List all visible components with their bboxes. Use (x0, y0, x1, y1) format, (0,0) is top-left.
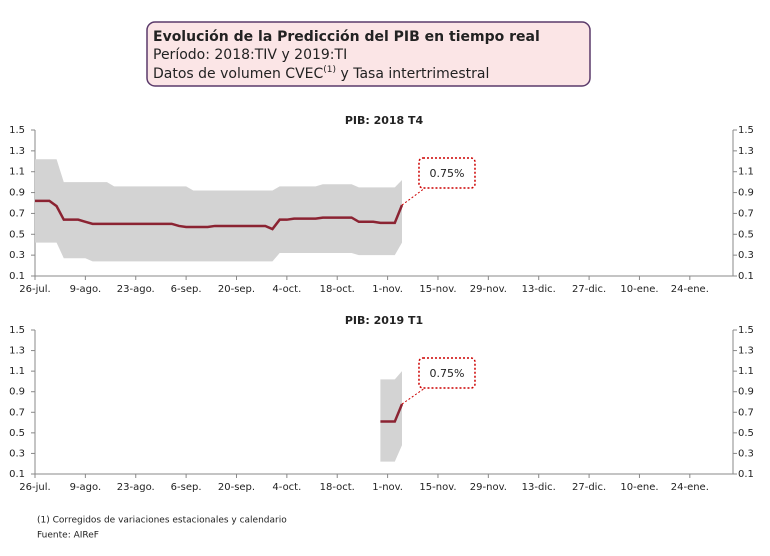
x-tick-label: 9-ago. (70, 482, 102, 493)
callout-box (418, 357, 476, 389)
y2-tick-label: 1.5 (738, 125, 754, 136)
x-tick-label: 6-sep. (171, 482, 202, 493)
line (380, 403, 404, 423)
x-tick-label: 4-oct. (272, 482, 301, 493)
footnote: (1) Corregidos de variaciones estacional… (37, 516, 287, 526)
y-tick-label: 0.3 (9, 448, 25, 459)
y2-tick-label: 1.3 (738, 146, 754, 157)
y2-tick-label: 0.1 (738, 469, 754, 480)
x-tick-label: 1-nov. (372, 284, 403, 295)
y-tick-label: 0.1 (9, 271, 25, 282)
header-volume: Datos de volumen CVEC(1) y Tasa intertri… (153, 65, 489, 83)
band (380, 371, 402, 462)
y-tick-label: 1.1 (9, 167, 25, 178)
x-tick-label: 10-ene. (620, 284, 658, 295)
y-tick-label: 1.3 (9, 346, 25, 357)
y2-tick-label: 1.1 (738, 366, 754, 377)
volume-text: Datos de volumen CVEC (153, 66, 323, 82)
y-tick-label: 1.3 (9, 146, 25, 157)
x-tick-label: 15-nov. (419, 482, 456, 493)
y2-tick-label: 0.1 (738, 271, 754, 282)
x-tick-label: 6-sep. (171, 284, 202, 295)
y-tick-label: 0.9 (9, 387, 25, 398)
y2-tick-label: 1.1 (738, 167, 754, 178)
source: Fuente: AIReF (37, 531, 99, 541)
chart-title: PIB: 2018 T4 (345, 114, 424, 127)
y2-tick-label: 0.3 (738, 448, 754, 459)
x-tick-label: 20-sep. (218, 482, 255, 493)
y-tick-label: 0.5 (9, 428, 25, 439)
x-tick-label: 18-oct. (320, 482, 355, 493)
header-title: Evolución de la Predicción del PIB en ti… (153, 29, 540, 45)
x-tick-label: 23-ago. (117, 284, 155, 295)
volume-rest: y Tasa intertrimestral (336, 66, 489, 82)
x-tick-label: 26-jul. (19, 482, 50, 493)
x-tick-label: 29-nov. (470, 284, 507, 295)
volume-sup: (1) (323, 65, 336, 75)
y2-tick-label: 0.7 (738, 407, 754, 418)
header-period: Período: 2018:TIV y 2019:TI (153, 47, 347, 63)
x-tick-label: 26-jul. (19, 284, 50, 295)
callout-connector (401, 187, 426, 206)
y2-tick-label: 0.5 (738, 229, 754, 240)
y-tick-label: 0.7 (9, 407, 25, 418)
y-tick-label: 0.3 (9, 250, 25, 261)
y-tick-label: 1.5 (9, 125, 25, 136)
y-tick-label: 0.9 (9, 188, 25, 199)
y2-tick-label: 0.3 (738, 250, 754, 261)
y-tick-label: 0.7 (9, 208, 25, 219)
x-tick-label: 24-ene. (671, 482, 709, 493)
y2-tick-label: 0.9 (738, 387, 754, 398)
y-tick-label: 1.1 (9, 366, 25, 377)
x-tick-label: 29-nov. (470, 482, 507, 493)
y-tick-label: 0.1 (9, 469, 25, 480)
chart-title: PIB: 2019 T1 (345, 314, 423, 327)
line (35, 199, 404, 231)
x-tick-label: 10-ene. (620, 482, 658, 493)
header-box (146, 21, 591, 87)
callout-box (418, 157, 476, 189)
y-tick-label: 0.5 (9, 229, 25, 240)
band (35, 159, 402, 262)
x-tick-label: 15-nov. (419, 284, 456, 295)
x-tick-label: 27-dic. (572, 482, 606, 493)
x-tick-label: 9-ago. (70, 284, 102, 295)
annotation: 0.75% (430, 167, 465, 180)
y2-tick-label: 0.9 (738, 188, 754, 199)
x-tick-label: 13-dic. (522, 284, 556, 295)
x-tick-label: 27-dic. (572, 284, 606, 295)
x-tick-label: 23-ago. (117, 482, 155, 493)
y2-tick-label: 0.7 (738, 208, 754, 219)
callout-connector (401, 387, 426, 405)
x-tick-label: 1-nov. (372, 482, 403, 493)
x-tick-label: 18-oct. (320, 284, 355, 295)
y2-tick-label: 0.5 (738, 428, 754, 439)
x-tick-label: 20-sep. (218, 284, 255, 295)
y2-tick-label: 1.5 (738, 325, 754, 336)
y-tick-label: 1.5 (9, 325, 25, 336)
y2-tick-label: 1.3 (738, 346, 754, 357)
x-tick-label: 4-oct. (272, 284, 301, 295)
annotation: 0.75% (430, 367, 465, 380)
x-tick-label: 24-ene. (671, 284, 709, 295)
x-tick-label: 13-dic. (522, 482, 556, 493)
